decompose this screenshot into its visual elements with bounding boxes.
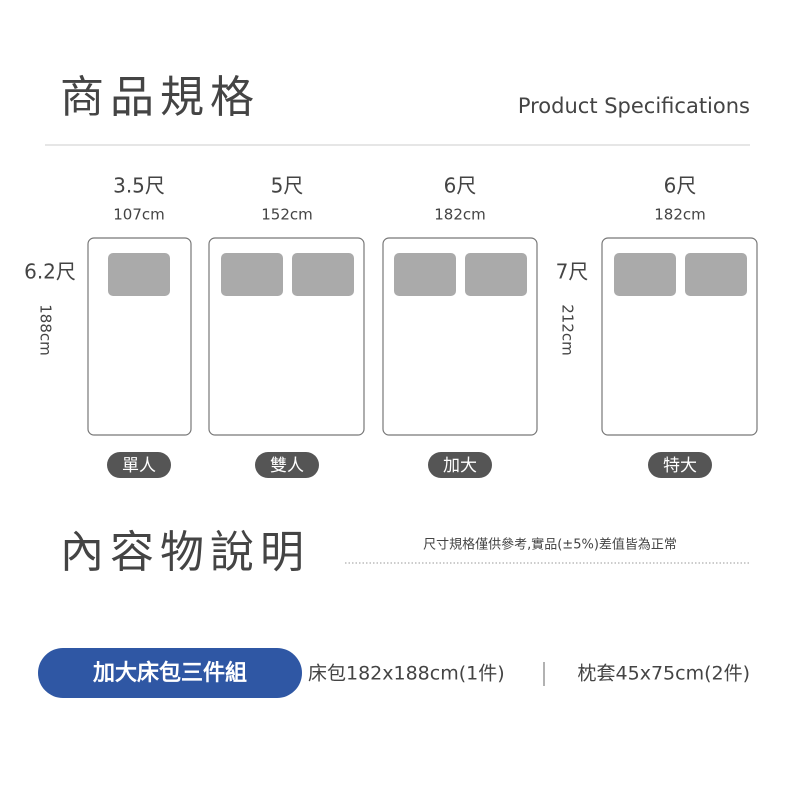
subtitle: Product Specifications	[518, 94, 750, 118]
pillow	[614, 253, 676, 296]
pillow	[394, 253, 456, 296]
contents-note: 尺寸規格僅供參考,實品(±5%)差值皆為正常	[423, 537, 677, 553]
width-ft: 3.5尺	[113, 174, 165, 198]
package-item: 床包182x188cm(1件)	[308, 663, 505, 685]
bed-name: 特大	[663, 456, 697, 476]
title: 商品規格	[60, 72, 260, 123]
width-cm: 182cm	[654, 206, 706, 224]
name-badge	[428, 452, 492, 478]
contents-title: 內容物說明	[60, 527, 310, 578]
package-name: 加大床包三件組	[92, 660, 247, 686]
pillow	[108, 253, 170, 296]
width-ft: 5尺	[271, 174, 304, 198]
width-ft: 6尺	[444, 174, 477, 198]
length-cm: 188cm	[37, 304, 55, 356]
name-badge	[648, 452, 712, 478]
length-cm: 212cm	[559, 304, 577, 356]
package-badge	[38, 648, 302, 698]
name-badge	[255, 452, 319, 478]
bed-name: 加大	[443, 456, 477, 476]
length-ft: 7尺	[556, 260, 589, 284]
length-ft: 6.2尺	[24, 260, 76, 284]
pillow	[465, 253, 527, 296]
bed-name: 單人	[122, 456, 156, 476]
width-cm: 152cm	[261, 206, 313, 224]
pillow	[685, 253, 747, 296]
width-cm: 182cm	[434, 206, 486, 224]
width-cm: 107cm	[113, 206, 165, 224]
package-item: 枕套45x75cm(2件)	[578, 663, 750, 685]
beds: 3.5尺 107cm 單人 5尺 152cm 雙人 6尺 182cm 加大 6尺…	[87, 174, 758, 478]
pillow	[292, 253, 354, 296]
name-badge	[107, 452, 171, 478]
width-ft: 6尺	[664, 174, 697, 198]
bed-name: 雙人	[270, 456, 304, 476]
pillow	[221, 253, 283, 296]
